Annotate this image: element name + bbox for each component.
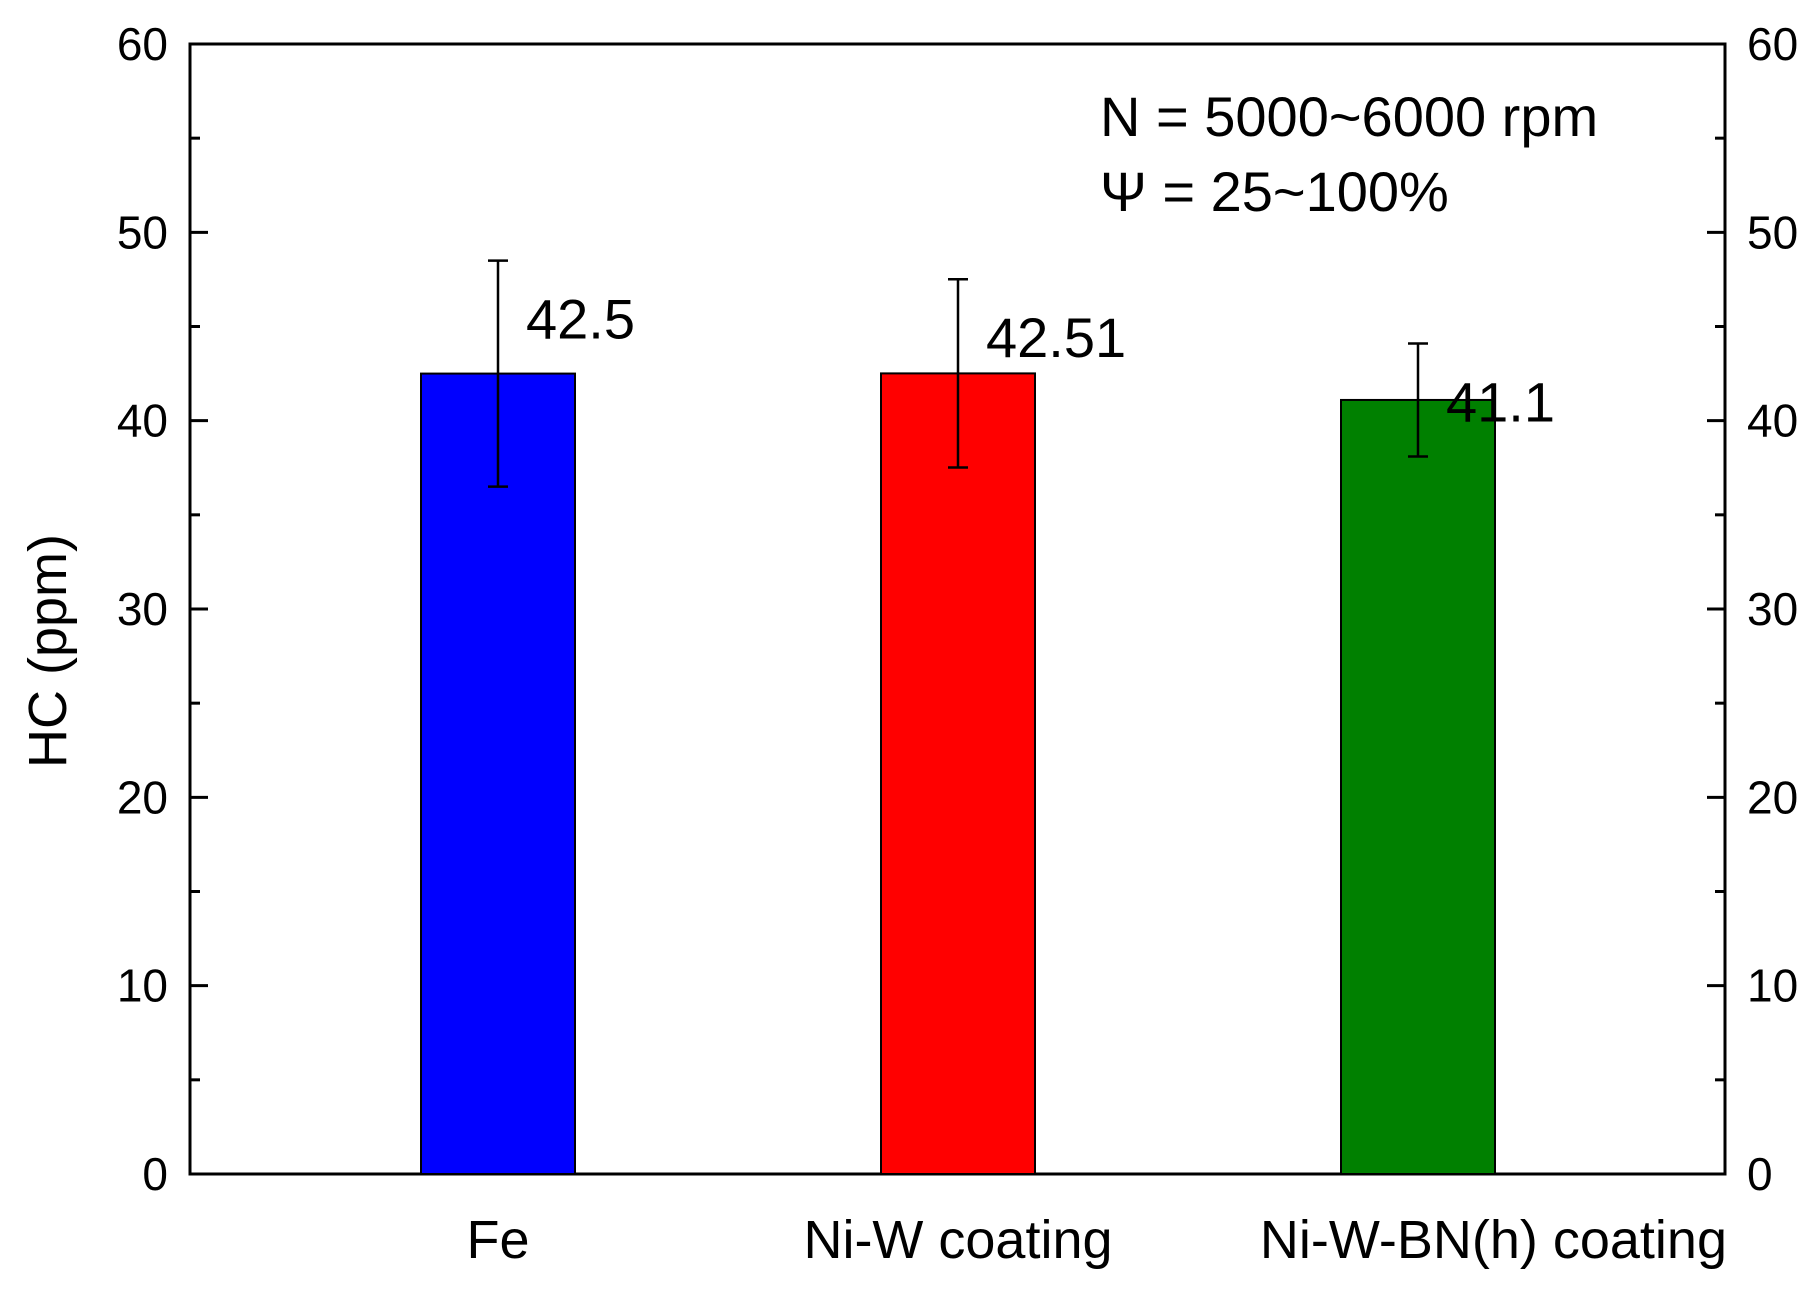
x-category-label: Ni-W-BN(h) coating	[1260, 1210, 1727, 1270]
y-tick-label-left: 50	[117, 206, 168, 258]
y-tick-label-left: 10	[117, 960, 168, 1012]
y-tick-label-right: 60	[1747, 18, 1798, 70]
bar	[1340, 398, 1496, 1175]
y-tick-label-right: 10	[1747, 960, 1798, 1012]
annotation-load: Ψ = 25~100%	[1100, 160, 1449, 223]
data-label: 42.51	[986, 306, 1126, 369]
y-tick-label-right: 20	[1747, 771, 1798, 823]
bar	[420, 372, 576, 1176]
error-bars	[488, 259, 1428, 488]
data-label: 42.5	[526, 288, 635, 351]
bars	[420, 372, 1496, 1176]
annotation-speed: N = 5000~6000 rpm	[1100, 85, 1598, 148]
data-labels: 42.5 42.51 41.1	[526, 288, 1555, 434]
axes: 0 0 10 10 20 20 30 30 40 40 50 50 60 60 Fe Ni-W coating…	[117, 18, 1798, 1270]
bar	[880, 372, 1036, 1175]
x-category-label: Ni-W coating	[803, 1210, 1112, 1270]
y-axis-title: HC (ppm)	[18, 534, 78, 768]
y-tick-label-right: 50	[1747, 206, 1798, 258]
y-tick-label-left: 60	[117, 18, 168, 70]
y-tick-label-left: 20	[117, 771, 168, 823]
y-tick-label-right: 30	[1747, 583, 1798, 635]
x-category-label: Fe	[466, 1210, 529, 1270]
y-tick-label-left: 30	[117, 583, 168, 635]
y-tick-label-right: 40	[1747, 395, 1798, 447]
y-tick-label-left: 0	[142, 1148, 168, 1200]
y-tick-label-right: 0	[1747, 1148, 1773, 1200]
data-label: 41.1	[1446, 370, 1555, 433]
y-tick-label-left: 40	[117, 395, 168, 447]
